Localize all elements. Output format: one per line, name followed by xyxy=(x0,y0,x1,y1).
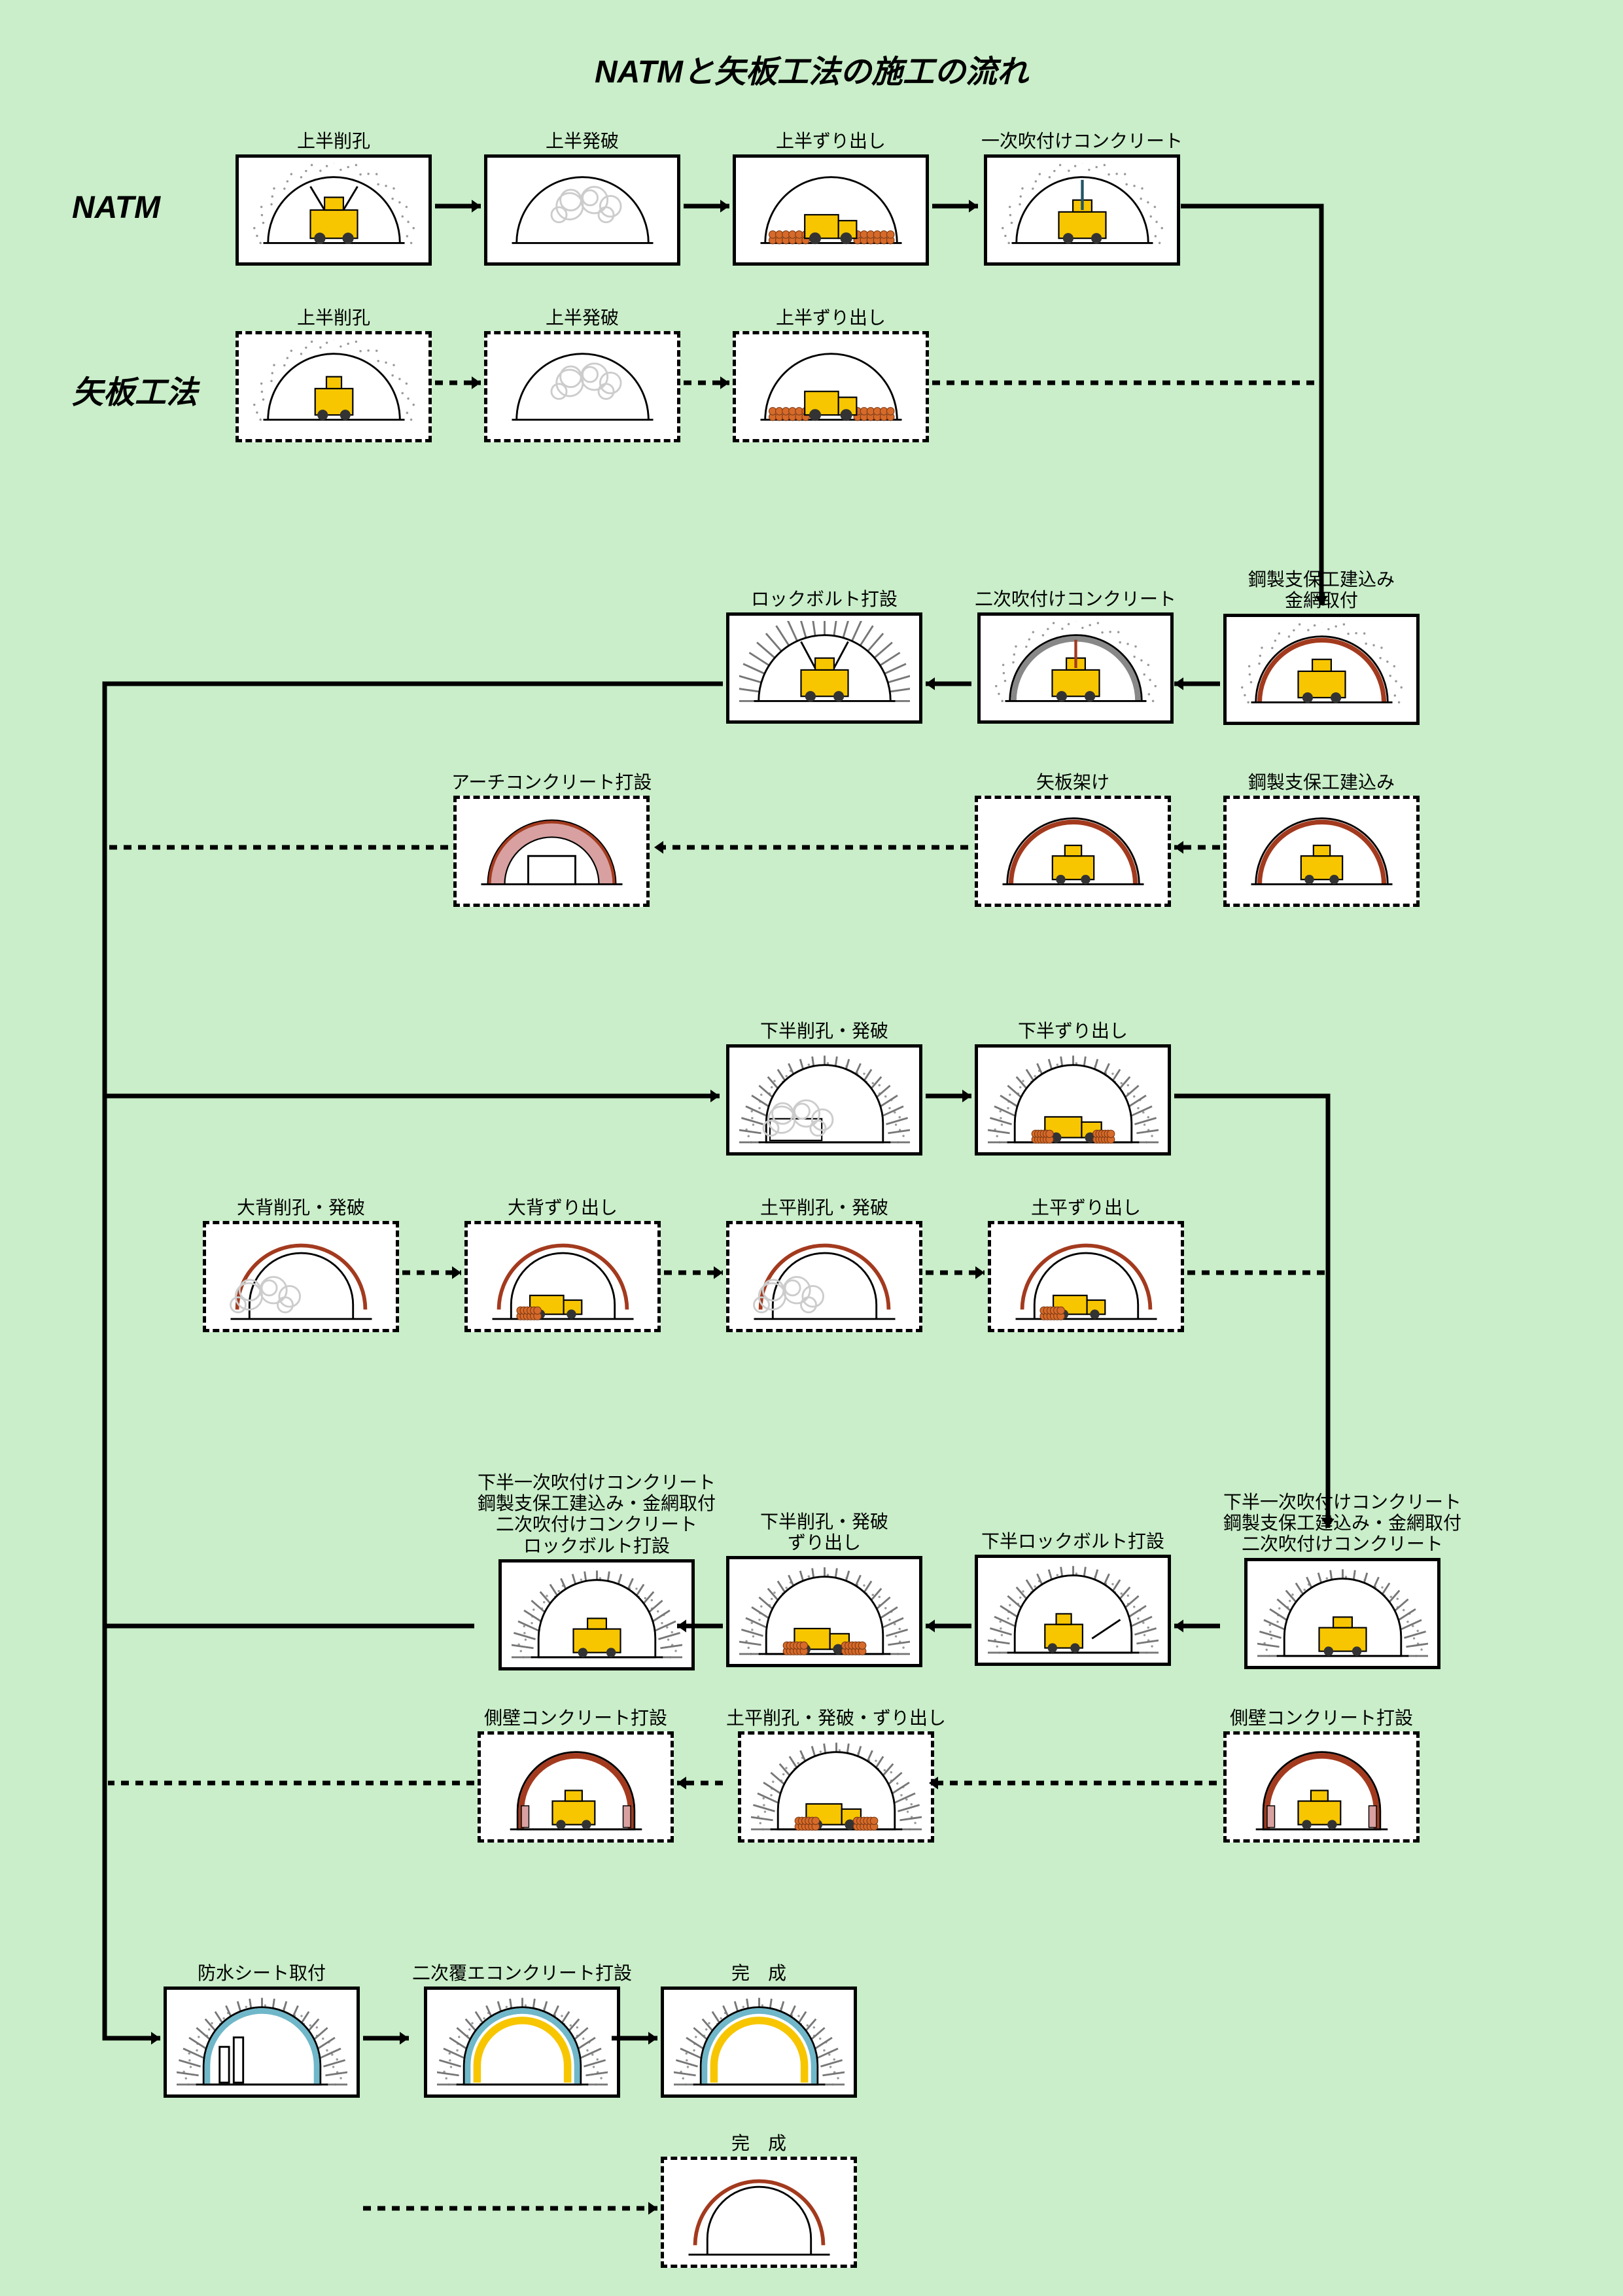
step-n3: 上半ずり出し xyxy=(733,131,929,266)
step-box xyxy=(484,331,680,442)
step-label: 完 成 xyxy=(731,1963,786,1984)
step-label: 一次吹付けコンクリート xyxy=(981,131,1183,152)
step-box xyxy=(498,1559,695,1670)
step-box xyxy=(733,154,929,266)
step-n14: 防水シート取付 xyxy=(164,1963,360,2098)
step-label: 上半発破 xyxy=(546,131,619,152)
step-box xyxy=(733,331,929,442)
step-n15: 二次覆エコンクリート打設 xyxy=(412,1963,632,2098)
step-label: 下半ずり出し xyxy=(1018,1021,1128,1042)
step-box xyxy=(661,1987,857,2098)
step-box xyxy=(236,331,432,442)
step-n11: 下半ロックボルト打設 xyxy=(975,1531,1171,1666)
step-label: ロックボルト打設 xyxy=(751,589,898,610)
step-n12: 下半削孔・発破 ずり出し xyxy=(726,1511,922,1667)
step-y12: 側壁コンクリート打設 xyxy=(1223,1708,1420,1843)
step-box xyxy=(977,612,1174,724)
step-box xyxy=(738,1731,934,1843)
step-box xyxy=(988,1221,1184,1332)
step-y1: 上半削孔 xyxy=(236,308,432,442)
page-title: NATMと矢板工法の施工の流れ xyxy=(0,46,1623,92)
step-n4: 一次吹付けコンクリート xyxy=(981,131,1183,266)
step-label: 下半削孔・発破 ずり出し xyxy=(760,1511,888,1553)
step-box xyxy=(661,2157,857,2268)
step-label: 下半削孔・発破 xyxy=(760,1021,888,1042)
step-box xyxy=(1223,796,1420,907)
step-label: 上半削孔 xyxy=(297,131,370,152)
step-n2: 上半発破 xyxy=(484,131,680,266)
step-label: 二次吹付けコンクリート xyxy=(975,589,1176,610)
step-n5: 鋼製支保工建込み 金網取付 xyxy=(1223,569,1420,725)
step-y7: アーチコンクリート打設 xyxy=(451,772,652,907)
step-y14: 側壁コンクリート打設 xyxy=(478,1708,674,1843)
step-y3: 上半ずり出し xyxy=(733,308,929,442)
step-y10: 土平削孔・発破 xyxy=(726,1197,922,1332)
step-label: 側壁コンクリート打設 xyxy=(484,1708,667,1729)
step-label: 土平ずり出し xyxy=(1031,1197,1141,1218)
step-y8: 大背削孔・発破 xyxy=(203,1197,399,1332)
step-n6: 二次吹付けコンクリート xyxy=(975,589,1176,724)
step-label: 矢板架け xyxy=(1036,772,1109,793)
step-box xyxy=(1223,614,1420,725)
step-box xyxy=(203,1221,399,1332)
step-box xyxy=(453,796,650,907)
step-label: 上半削孔 xyxy=(297,308,370,328)
step-label: 完 成 xyxy=(731,2133,786,2154)
step-y13: 土平削孔・発破・ずり出し xyxy=(726,1708,946,1843)
step-box xyxy=(726,1556,922,1667)
step-label: 下半一次吹付けコンクリート 鋼製支保工建込み・金網取付 二次吹付けコンクリート … xyxy=(478,1472,716,1557)
row-label: NATM xyxy=(72,190,160,226)
step-y11: 土平ずり出し xyxy=(988,1197,1184,1332)
step-n10: 下半一次吹付けコンクリート 鋼製支保工建込み・金網取付 二次吹付けコンクリート xyxy=(1223,1492,1461,1669)
step-label: 大背ずり出し xyxy=(508,1197,618,1218)
step-label: 上半発破 xyxy=(546,308,619,328)
step-n13: 下半一次吹付けコンクリート 鋼製支保工建込み・金網取付 二次吹付けコンクリート … xyxy=(478,1472,716,1670)
step-box xyxy=(464,1221,661,1332)
step-box xyxy=(1223,1731,1420,1843)
step-label: 鋼製支保工建込み xyxy=(1248,772,1395,793)
step-label: 下半一次吹付けコンクリート 鋼製支保工建込み・金網取付 二次吹付けコンクリート xyxy=(1223,1492,1461,1555)
step-box xyxy=(975,1044,1171,1156)
step-label: 土平削孔・発破・ずり出し xyxy=(726,1708,946,1729)
step-box xyxy=(484,154,680,266)
step-n9: 下半ずり出し xyxy=(975,1021,1171,1156)
step-box xyxy=(975,796,1171,907)
step-label: 二次覆エコンクリート打設 xyxy=(412,1963,632,1984)
step-box xyxy=(975,1555,1171,1666)
step-label: 上半ずり出し xyxy=(776,308,886,328)
step-label: 防水シート取付 xyxy=(198,1963,326,1984)
step-box xyxy=(424,1987,620,2098)
step-n16: 完 成 xyxy=(661,1963,857,2098)
step-box xyxy=(984,154,1180,266)
step-label: 側壁コンクリート打設 xyxy=(1230,1708,1413,1729)
step-label: 土平削孔・発破 xyxy=(760,1197,888,1218)
step-box xyxy=(478,1731,674,1843)
step-label: 大背削孔・発破 xyxy=(237,1197,365,1218)
step-label: 下半ロックボルト打設 xyxy=(981,1531,1164,1552)
step-label: 鋼製支保工建込み 金網取付 xyxy=(1248,569,1395,611)
step-label: 上半ずり出し xyxy=(776,131,886,152)
step-n8: 下半削孔・発破 xyxy=(726,1021,922,1156)
step-y5: 鋼製支保工建込み xyxy=(1223,772,1420,907)
step-box xyxy=(726,1044,922,1156)
step-box xyxy=(236,154,432,266)
step-box xyxy=(1244,1558,1440,1669)
step-n7: ロックボルト打設 xyxy=(726,589,922,724)
step-box xyxy=(726,1221,922,1332)
step-y2: 上半発破 xyxy=(484,308,680,442)
step-n1: 上半削孔 xyxy=(236,131,432,266)
step-label: アーチコンクリート打設 xyxy=(451,772,652,793)
step-y15: 完 成 xyxy=(661,2133,857,2268)
step-box xyxy=(726,612,922,724)
step-y6: 矢板架け xyxy=(975,772,1171,907)
step-box xyxy=(164,1987,360,2098)
step-y9: 大背ずり出し xyxy=(464,1197,661,1332)
row-label: 矢板工法 xyxy=(72,366,198,412)
